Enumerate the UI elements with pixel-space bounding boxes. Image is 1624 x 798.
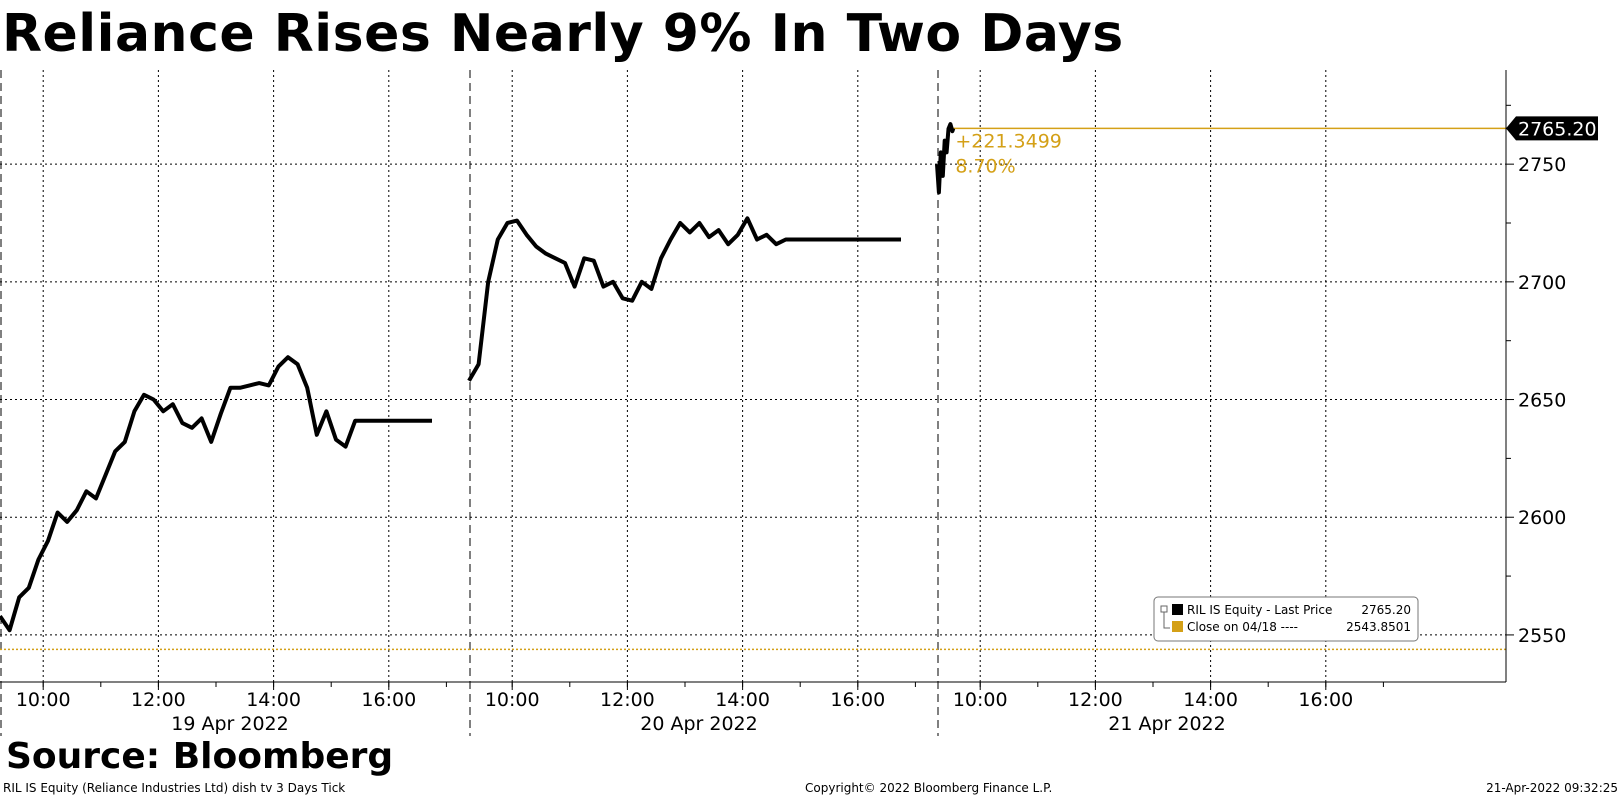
x-tick-label: 10:00 <box>16 689 71 711</box>
x-tick-label: 14:00 <box>246 689 301 711</box>
legend-value-price: 2765.20 <box>1361 603 1411 617</box>
x-tick-label: 10:00 <box>485 689 540 711</box>
change-annotation: +221.3499 <box>955 130 1062 152</box>
x-tick-label: 16:00 <box>1298 689 1353 711</box>
footer-timestamp: 21-Apr-2022 09:32:25 <box>1486 781 1618 795</box>
x-tick-label: 16:00 <box>361 689 416 711</box>
legend-value-close: 2543.8501 <box>1346 620 1411 634</box>
axes <box>0 70 1514 690</box>
y-tick-label: 2750 <box>1518 154 1566 176</box>
y-tick-label: 2650 <box>1518 390 1566 412</box>
legend-box <box>1153 596 1419 642</box>
labels: 2550 2600 2650 2700 2750 10:00 12:00 14:00 16:00… <box>16 116 1598 735</box>
day-label: 19 Apr 2022 <box>171 713 288 735</box>
x-tick-label: 12:00 <box>1068 689 1123 711</box>
footer-copyright: Copyright© 2022 Bloomberg Finance L.P. <box>805 781 1053 795</box>
footer-security-info: RIL IS Equity (Reliance Industries Ltd) … <box>3 781 346 795</box>
legend: RIL IS Equity - Last Price 2765.20 Close o… <box>1153 596 1419 642</box>
last-price-box <box>1506 116 1598 141</box>
price-series <box>0 122 956 633</box>
x-tick-label: 14:00 <box>715 689 770 711</box>
source-label: Source: Bloomberg <box>6 736 394 777</box>
legend-swatch-price <box>1172 604 1183 615</box>
y-tick-label: 2600 <box>1518 507 1566 529</box>
chart-title: Reliance Rises Nearly 9% In Two Days <box>2 4 1124 64</box>
legend-label-price: RIL IS Equity - Last Price <box>1187 603 1332 617</box>
legend-tree-line <box>1163 609 1170 629</box>
series-line-day-3 <box>935 122 956 195</box>
grid-lines <box>0 70 1506 736</box>
x-tick-label: 12:00 <box>600 689 655 711</box>
legend-swatch-close <box>1172 621 1183 632</box>
series-line-day-1 <box>0 355 432 633</box>
x-tick-label: 14:00 <box>1183 689 1238 711</box>
legend-label-close: Close on 04/18 ---- <box>1187 620 1298 634</box>
reference-close-line <box>0 127 1512 651</box>
legend-collapse-icon <box>1160 605 1168 613</box>
x-tick-label: 12:00 <box>131 689 186 711</box>
series-line-day-2 <box>467 216 901 382</box>
day-label: 20 Apr 2022 <box>640 713 757 735</box>
price-chart: 2550 2600 2650 2700 2750 10:00 12:00 14:00 16:00… <box>0 70 1598 736</box>
x-tick-label: 16:00 <box>830 689 885 711</box>
percent-annotation: 8.70% <box>955 155 1015 177</box>
y-tick-label: 2550 <box>1518 625 1566 647</box>
y-tick-label: 2700 <box>1518 272 1566 294</box>
day-label: 21 Apr 2022 <box>1108 713 1225 735</box>
x-tick-label: 10:00 <box>953 689 1008 711</box>
last-price-label: 2765.20 <box>1518 118 1597 140</box>
